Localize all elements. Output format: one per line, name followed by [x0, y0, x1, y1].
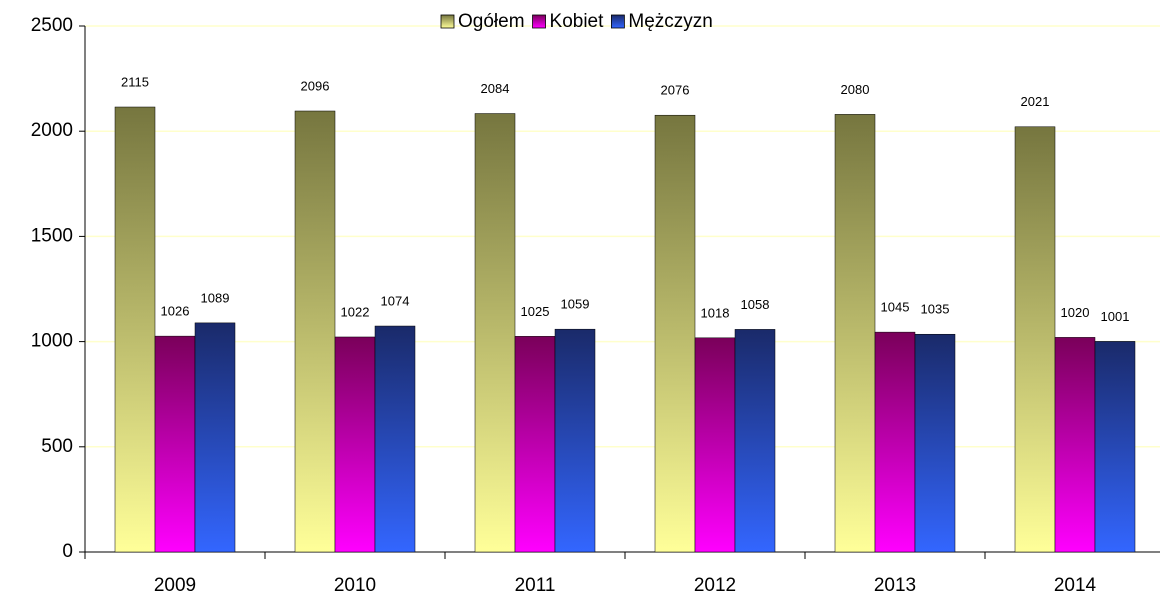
data-label: 2021 [1021, 94, 1050, 109]
bar [114, 106, 156, 553]
bar [734, 329, 776, 553]
data-label: 2115 [121, 74, 149, 89]
legend-label: Ogółem [458, 11, 525, 32]
data-label: 1026 [161, 304, 190, 319]
legend-label: Mężczyzn [628, 11, 712, 32]
legend-label: Kobiet [550, 11, 605, 32]
data-label: 1018 [701, 305, 730, 320]
x-tick-label: 2011 [515, 575, 556, 596]
data-label: 1025 [521, 304, 550, 319]
data-label: 2096 [301, 78, 330, 93]
legend-swatch [532, 14, 546, 29]
data-label: 1020 [1061, 305, 1090, 320]
data-label: 1035 [921, 302, 950, 317]
bar [374, 325, 416, 553]
y-tick-label: 0 [62, 541, 73, 562]
data-label: 1058 [741, 297, 770, 312]
data-label: 1045 [881, 300, 910, 315]
data-label: 1001 [1101, 309, 1130, 324]
bar [474, 113, 516, 553]
bar [294, 110, 336, 553]
y-tick-label: 1000 [31, 331, 73, 352]
x-tick-label: 2014 [1054, 575, 1097, 596]
bar [1014, 126, 1056, 553]
bar [334, 336, 376, 553]
legend-swatch [440, 14, 455, 29]
y-tick-label: 2000 [31, 120, 73, 141]
data-label: 1074 [381, 293, 410, 308]
bar [514, 336, 556, 553]
data-label: 2084 [481, 81, 510, 96]
x-tick-label: 2012 [694, 575, 736, 596]
y-tick-label: 1500 [31, 225, 73, 246]
data-label: 1022 [341, 304, 370, 319]
bar [694, 337, 736, 553]
x-tick-label: 2009 [154, 575, 196, 596]
bar [1054, 337, 1096, 553]
bar [194, 322, 236, 553]
legend-swatch [611, 14, 625, 29]
bar [834, 114, 876, 553]
y-tick-label: 2500 [31, 15, 73, 36]
y-tick-label: 500 [41, 436, 73, 457]
data-label: 2076 [661, 83, 690, 98]
bar [654, 114, 696, 553]
bar [154, 335, 196, 553]
data-label: 2080 [841, 82, 870, 97]
bar [554, 328, 596, 553]
x-tick-label: 2010 [334, 575, 376, 596]
bar [1094, 341, 1136, 553]
bar [874, 331, 916, 553]
data-label: 1089 [201, 290, 230, 305]
x-tick-label: 2013 [874, 575, 916, 596]
data-label: 1059 [561, 297, 590, 312]
bar [914, 333, 956, 553]
